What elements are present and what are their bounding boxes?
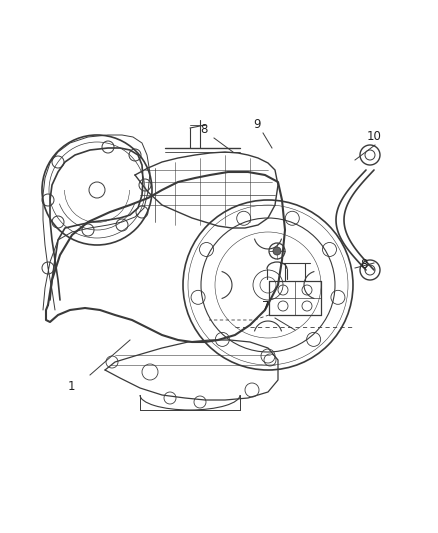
Text: 9: 9 — [253, 118, 261, 131]
Text: 10: 10 — [367, 130, 382, 143]
Text: 7: 7 — [262, 300, 269, 313]
Text: 8: 8 — [200, 123, 207, 136]
Circle shape — [273, 247, 281, 255]
Text: 8: 8 — [360, 258, 367, 271]
Text: 1: 1 — [68, 380, 75, 393]
